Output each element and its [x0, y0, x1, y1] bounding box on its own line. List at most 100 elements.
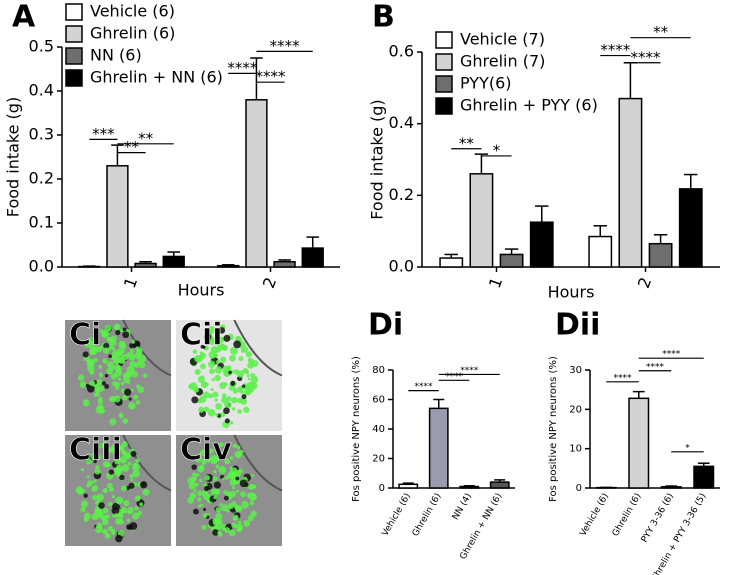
fluorescent-cell	[135, 458, 140, 463]
tissue-edge	[233, 434, 283, 492]
significance-label: ****	[460, 366, 479, 376]
fluorescent-cell	[194, 455, 203, 463]
fluorescent-cell	[188, 383, 194, 390]
fluorescent-cell	[226, 509, 230, 513]
x-tick-label: 1	[120, 275, 141, 291]
fluorescent-cell	[251, 474, 255, 478]
y-tick-label: 0.4	[389, 113, 414, 132]
legend-swatch	[65, 47, 83, 65]
fluorescent-cell	[215, 507, 221, 513]
fluorescent-cell	[207, 325, 216, 334]
panel-label: Dii	[555, 308, 600, 343]
fluorescent-cell	[104, 532, 111, 539]
y-tick-label: 10	[569, 444, 582, 455]
fluorescent-cell	[230, 467, 238, 475]
fluorescent-cell	[128, 397, 132, 401]
y-axis-label: Fos positive NPY neurons (%)	[548, 356, 559, 502]
fluorescent-cell	[213, 495, 217, 500]
fluorescent-cell	[121, 464, 130, 472]
fluorescent-cell	[197, 504, 201, 508]
fluorescent-cell	[237, 450, 243, 456]
bar	[678, 188, 703, 268]
fluorescent-cell	[98, 396, 103, 401]
fluorescent-cell	[122, 327, 127, 332]
fluorescent-cell	[251, 360, 259, 368]
fluorescent-cell	[106, 367, 114, 375]
fluorescent-cell	[94, 391, 100, 397]
significance-label: ****	[256, 68, 287, 86]
fluorescent-cell	[215, 464, 220, 469]
bar	[499, 253, 524, 268]
fluorescent-cell	[224, 527, 231, 533]
fluorescent-cell	[229, 354, 236, 362]
fluorescent-cell	[89, 348, 96, 356]
x-axis-label: Hours	[548, 283, 595, 302]
y-tick-label: 0.6	[389, 42, 414, 61]
fluorescent-cell	[136, 384, 141, 389]
fluorescent-cell	[191, 396, 199, 404]
fluorescent-cell	[194, 355, 202, 363]
fluorescent-cell	[119, 474, 125, 481]
fluorescent-cell	[104, 324, 112, 333]
fluorescent-cell	[243, 406, 250, 413]
fluorescent-cell	[192, 386, 200, 393]
legend-swatch	[435, 53, 453, 71]
fluorescent-cell	[215, 402, 223, 410]
fluorescent-cell	[187, 497, 194, 504]
fluorescent-cell	[192, 349, 198, 354]
fluorescent-cell	[99, 374, 103, 378]
fluorescent-cell	[217, 451, 224, 458]
fluorescent-cell	[123, 500, 130, 507]
y-tick-label: 60	[372, 395, 385, 406]
fluorescent-cell	[195, 482, 199, 487]
fluorescent-cell	[122, 394, 128, 401]
fluorescent-cell	[89, 380, 96, 387]
fluorescent-cell	[201, 524, 207, 531]
fluorescent-cell	[143, 373, 148, 378]
fluorescent-cell	[210, 454, 217, 462]
fluorescent-cell	[221, 504, 229, 512]
fluorescent-cell	[83, 493, 88, 498]
fluorescent-cell	[120, 381, 125, 386]
panel-label: Di	[368, 308, 403, 343]
fluorescent-cell	[115, 518, 122, 525]
fluorescent-cell	[98, 502, 105, 509]
fluorescent-cell	[137, 510, 143, 516]
fluorescent-cell	[134, 506, 139, 511]
fluorescent-cell	[218, 327, 226, 334]
fluorescent-cell	[106, 336, 111, 342]
y-tick-label: 0.0	[389, 257, 414, 276]
fluorescent-cell	[211, 377, 215, 382]
fluorescent-cell	[212, 442, 218, 447]
fluorescent-cell	[229, 479, 237, 486]
fluorescent-cell	[201, 490, 209, 497]
fluorescent-cell	[104, 373, 109, 378]
fluorescent-cell	[213, 481, 221, 489]
bar	[162, 255, 185, 268]
fluorescent-cell	[231, 522, 238, 529]
fluorescent-cell	[203, 485, 210, 492]
significance-label: ****	[600, 41, 631, 59]
fluorescent-cell	[101, 381, 107, 386]
fluorescent-cell	[86, 475, 90, 479]
fluorescent-cell	[197, 490, 203, 496]
bar	[398, 483, 419, 489]
fluorescent-cell	[80, 467, 84, 472]
bar	[628, 397, 650, 489]
fluorescent-cell	[108, 501, 113, 507]
legend-label: PYY(6)	[460, 74, 512, 93]
fluorescent-cell	[142, 488, 150, 496]
fluorescent-cell	[215, 512, 223, 521]
fluorescent-cell	[222, 448, 227, 453]
fluorescent-cell	[235, 476, 240, 481]
bar	[428, 407, 449, 489]
x-tick-label: Ghrelin + PYY 3-36 (5)	[649, 492, 708, 575]
fluorescent-cell	[248, 483, 255, 490]
micrograph: Ciii	[65, 432, 172, 546]
y-axis-label: Food intake (g)	[4, 97, 23, 217]
fluorescent-cell	[80, 500, 88, 508]
fluorescent-cell	[102, 347, 110, 354]
fluorescent-cell	[202, 461, 206, 465]
fluorescent-cell	[224, 401, 232, 409]
fluorescent-cell	[101, 441, 108, 447]
